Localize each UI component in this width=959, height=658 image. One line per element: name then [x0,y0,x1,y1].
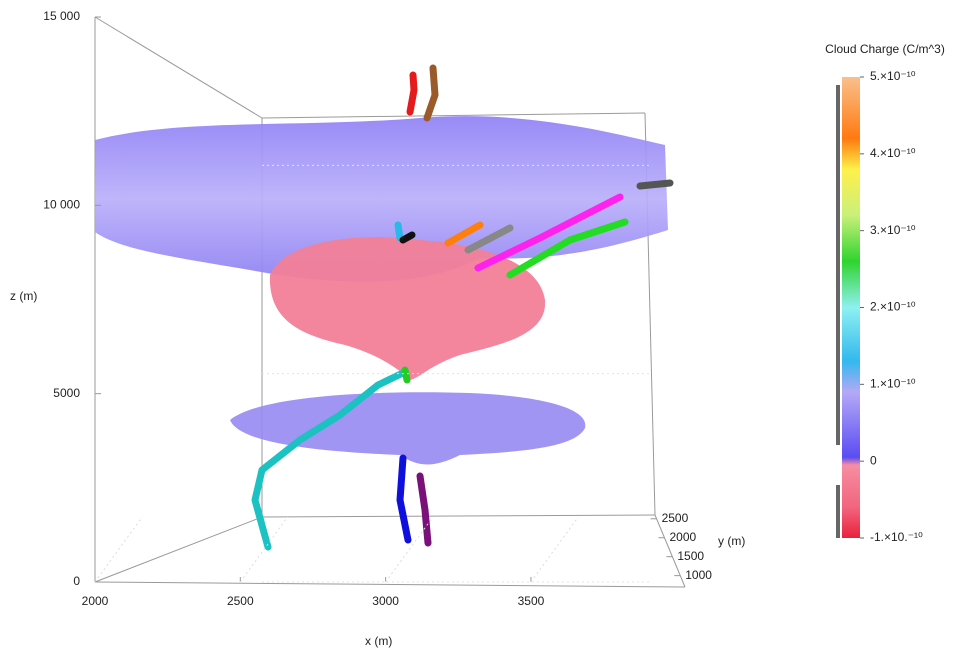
x-tick-label: 2000 [82,594,109,608]
colorbar-tick-label: 4.×10⁻¹⁰ [870,146,916,160]
colorbar [842,77,860,538]
z-tick-label: 10 000 [43,198,80,212]
x-tick-label: 3500 [518,594,545,608]
colorbar-tick-label: 1.×10⁻¹⁰ [870,377,916,391]
y-tick-label: 1000 [685,568,712,582]
z-tick-label: 15 000 [43,9,80,23]
colorbar-tick-label: -1.×10.⁻¹⁰ [870,530,923,544]
grid-line [385,516,434,583]
x-tick-label: 2500 [227,594,254,608]
colorbar-tick-label: 0 [870,453,877,467]
x-axis-label: x (m) [365,634,392,648]
grid-line [94,516,143,583]
grid-line [530,516,579,583]
colorbar-title: Cloud Charge (C/m^3) [825,42,945,56]
x-tick-label: 3000 [372,594,399,608]
grid-line [239,516,288,583]
colorbar-tick-label: 2.×10⁻¹⁰ [870,300,916,314]
y-tick-label: 2500 [662,511,689,525]
colorbar-frame [836,85,840,538]
y-axis-label: y (m) [718,534,745,548]
y-tick-label: 2000 [669,530,696,544]
trajectories [251,64,674,551]
cloud-layers [95,116,668,465]
y-tick-label: 1500 [677,549,704,563]
colorbar-tick-label: 5.×10⁻¹⁰ [870,69,916,83]
colorbar-tick-label: 3.×10⁻¹⁰ [870,223,916,237]
z-tick-label: 5000 [53,386,80,400]
z-tick-label: 0 [73,574,80,588]
z-axis-label: z (m) [10,289,37,303]
